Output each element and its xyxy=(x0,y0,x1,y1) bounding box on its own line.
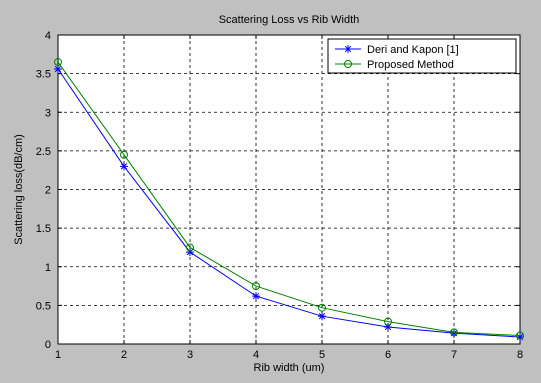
data-point-asterisk xyxy=(318,312,326,321)
y-tick-label: 1 xyxy=(45,262,51,274)
y-tick-label: 1.5 xyxy=(36,223,51,235)
data-point-circle xyxy=(516,331,524,340)
data-point-asterisk xyxy=(54,64,62,73)
legend: Deri and Kapon [1] Proposed Method xyxy=(327,38,517,74)
y-tick-label: 3 xyxy=(45,107,51,119)
series-2 xyxy=(54,58,524,340)
series-line xyxy=(57,61,521,337)
chart-title: Scattering Loss vs Rib Width xyxy=(219,14,360,26)
data-point-asterisk xyxy=(344,45,352,53)
series-line xyxy=(57,68,521,338)
data-point-circle xyxy=(54,58,62,67)
data-point-asterisk xyxy=(384,323,392,332)
y-axis: 0 0.5 1 1.5 2 2.5 3 3.5 4 xyxy=(36,30,520,351)
data-point-asterisk xyxy=(186,248,194,257)
y-tick-label: 2 xyxy=(45,185,51,197)
x-tick-label: 2 xyxy=(121,349,127,361)
data-point-asterisk xyxy=(120,162,128,171)
data-point-circle xyxy=(186,243,194,252)
data-point-circle xyxy=(450,328,458,337)
data-point-asterisk xyxy=(516,333,524,342)
legend-box xyxy=(327,38,517,74)
x-tick-label: 4 xyxy=(253,349,259,361)
data-point-asterisk xyxy=(450,329,458,338)
y-tick-label: 0 xyxy=(45,339,51,351)
x-tick-label: 7 xyxy=(451,349,457,361)
x-tick-label: 3 xyxy=(187,349,193,361)
x-axis-label: Rib width (um) xyxy=(254,362,325,374)
data-point-asterisk xyxy=(252,292,260,301)
data-point-circle xyxy=(384,317,392,326)
x-tick-label: 5 xyxy=(319,349,325,361)
data-point-circle xyxy=(318,303,326,312)
y-tick-label: 0.5 xyxy=(36,300,51,312)
data-point-circle xyxy=(120,150,128,159)
data-point-circle xyxy=(344,60,352,68)
y-tick-label: 2.5 xyxy=(36,146,51,158)
legend-label: Deri and Kapon [1] xyxy=(367,44,459,56)
grid xyxy=(58,35,520,344)
y-axis-label: Scattering loss(dB/cm) xyxy=(13,134,25,245)
x-tick-label: 6 xyxy=(385,349,391,361)
y-tick-label: 4 xyxy=(45,30,51,42)
legend-label: Proposed Method xyxy=(367,59,454,71)
x-tick-label: 1 xyxy=(55,349,61,361)
y-tick-label: 3.5 xyxy=(36,69,51,81)
x-tick-label: 8 xyxy=(517,349,523,361)
x-axis: 1 2 3 4 5 6 7 8 xyxy=(55,35,523,361)
series-group xyxy=(54,58,524,342)
series-1 xyxy=(54,64,524,342)
data-point-circle xyxy=(252,282,260,291)
